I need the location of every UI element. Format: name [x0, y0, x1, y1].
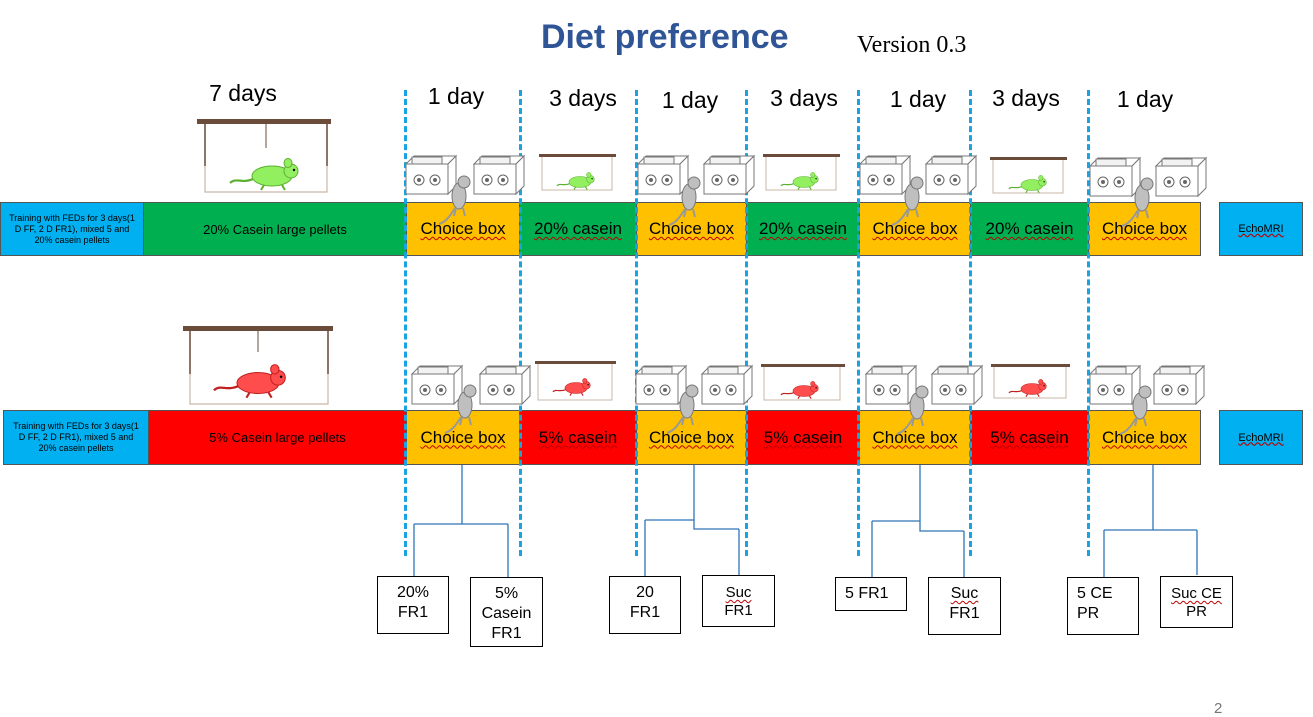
choice-box-icon [411, 365, 531, 434]
duration-label: 1 day [427, 83, 485, 109]
diet-box: 5% casein [519, 410, 637, 465]
choice-box-icon [637, 155, 755, 226]
choice-box-icon [859, 155, 977, 226]
phase-divider [519, 90, 522, 556]
cage-icon [535, 361, 616, 401]
cage-icon [763, 154, 840, 191]
diet-box: 20% casein [970, 202, 1089, 256]
training-box: Training with FEDs for 3 days(1 D FF, 2 … [3, 410, 149, 465]
phase-divider [635, 90, 638, 556]
cage-icon [761, 364, 845, 401]
echomri-box: EchoMRI [1219, 202, 1303, 256]
choice-box-cell: Choice box [1088, 202, 1201, 256]
duration-label: 1 day [661, 87, 719, 113]
outcome-box: 5 FR1 [835, 577, 907, 611]
choice-box-cell: Choice box [859, 410, 971, 465]
outcome-box: 5 CE PR [1067, 577, 1139, 635]
diet-box: 20% casein [519, 202, 637, 256]
duration-label: 1 day [1116, 86, 1174, 112]
phase-divider [745, 90, 748, 556]
choice-box-icon [1089, 157, 1207, 227]
cage-icon [197, 119, 331, 193]
outcome-box: 5% Casein FR1 [470, 577, 543, 647]
phase-divider [857, 90, 860, 556]
choice-box-icon [405, 155, 525, 225]
duration-label: 3 days [549, 85, 617, 111]
outcome-box: 20 FR1 [609, 576, 681, 634]
outcome-box: Suc FR1 [702, 575, 775, 627]
duration-label: 7 days [209, 80, 277, 106]
duration-label: 1 day [889, 86, 947, 112]
cage-icon [183, 326, 333, 405]
base-diet-box: 5% Casein large pellets [148, 410, 407, 465]
cage-icon [539, 154, 616, 191]
version-label: Version 0.3 [857, 32, 967, 58]
training-box: Training with FEDs for 3 days(1 D FF, 2 … [0, 202, 144, 256]
choice-box-icon [635, 365, 753, 434]
outcome-box: Suc CE PR [1160, 576, 1233, 628]
choice-box-cell: Choice box [406, 410, 520, 465]
duration-label: 3 days [770, 85, 838, 111]
page-title: Diet preference [541, 18, 789, 56]
echomri-box: EchoMRI [1219, 410, 1303, 465]
cage-icon [991, 364, 1070, 399]
choice-box-icon [1089, 365, 1205, 435]
phase-divider [969, 90, 972, 556]
diet-box: 5% casein [970, 410, 1089, 465]
duration-label: 3 days [992, 85, 1060, 111]
choice-box-icon [865, 365, 983, 435]
outcome-box: Suc FR1 [928, 577, 1001, 635]
phase-divider [1087, 90, 1090, 556]
page-number: 2 [1214, 700, 1223, 717]
phase-divider [404, 90, 407, 556]
outcome-box: 20% FR1 [377, 576, 449, 634]
diet-box: 5% casein [746, 410, 860, 465]
diet-box: 20% casein [746, 202, 860, 256]
cage-icon [990, 157, 1067, 194]
connector-lines [413, 465, 1198, 577]
